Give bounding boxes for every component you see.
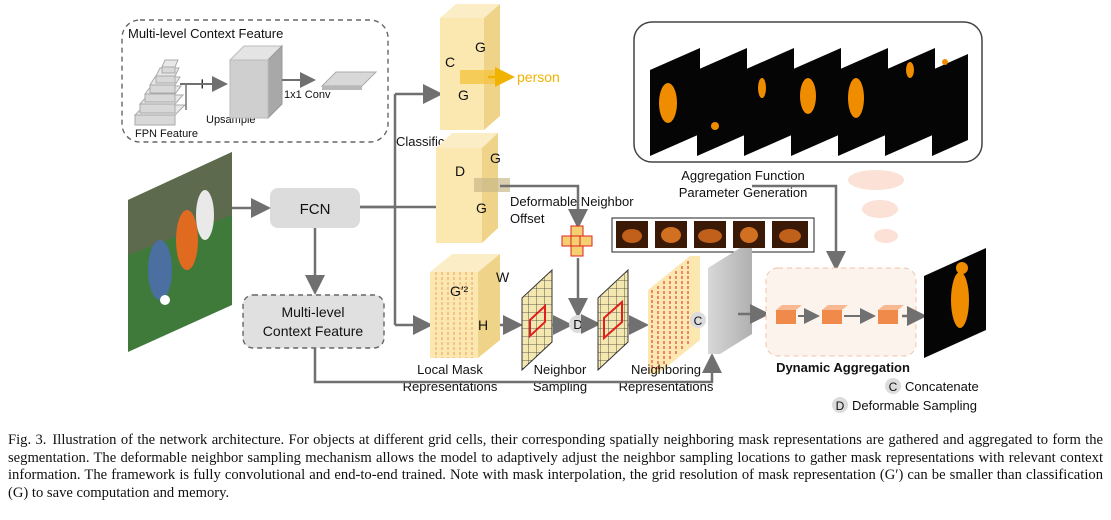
- dynamic-aggregation-label: Dynamic Aggregation: [776, 360, 910, 375]
- local-mask-w-label: W: [496, 269, 510, 285]
- local-mask-g2-label: G′²: [450, 283, 469, 299]
- deformable-kernel-icon: [561, 225, 593, 257]
- upsampled-feature-cube: [228, 44, 284, 120]
- aggregation-label-line1: Aggregation Function: [681, 168, 805, 183]
- aggregation-param-panel: Aggregation Function Parameter Generatio…: [633, 21, 983, 200]
- fpn-pyramid-icon: [133, 59, 187, 126]
- offset-g-top-label: G: [490, 150, 501, 166]
- local-mask-cube: G′² W H: [430, 254, 510, 358]
- fpn-label: FPN Feature: [135, 128, 198, 140]
- architecture-diagram: Multi-level Context Feature + Upsample F…: [121, 4, 986, 413]
- deformable-offset-label-line2: Offset: [510, 211, 545, 226]
- sampled-grid: [597, 268, 629, 372]
- context-feature-inset: Multi-level Context Feature + Upsample F…: [121, 19, 389, 143]
- context-feature-node: Multi-level Context Feature: [242, 294, 385, 349]
- offset-g-side-label: G: [476, 200, 487, 216]
- person-label: person: [517, 69, 560, 85]
- neighboring-repr-label-line1: Neighboring: [631, 362, 701, 377]
- fcn-block: FCN: [270, 188, 360, 228]
- concat-feature-slab: [708, 248, 752, 354]
- op-d-label: D: [573, 317, 582, 332]
- classification-cube: C G G: [440, 4, 500, 130]
- context-node-label-line1: Multi-level: [281, 304, 344, 320]
- legend: C Concatenate D Deformable Sampling: [832, 378, 979, 413]
- conv-label: 1x1 Conv: [284, 89, 331, 101]
- neighboring-repr-stack: C: [648, 256, 706, 374]
- conv-output-plane: [320, 71, 378, 90]
- context-box-title: Multi-level Context Feature: [128, 26, 283, 41]
- legend-concatenate: Concatenate: [905, 379, 979, 394]
- cls-g-top-label: G: [475, 39, 486, 55]
- context-node-label-line2: Context Feature: [263, 323, 364, 339]
- dynamic-aggregation-box: [765, 267, 917, 357]
- legend-c-symbol: C: [889, 380, 898, 394]
- input-image: [128, 152, 232, 352]
- caption-label: Fig. 3.: [8, 432, 47, 448]
- cls-c-label: C: [445, 54, 455, 70]
- output-mask: [924, 248, 986, 358]
- neighbor-sampling-grid: [521, 268, 553, 372]
- offset-cube: D G G: [436, 133, 510, 243]
- local-mask-label-line1: Local Mask: [417, 362, 483, 377]
- sampled-heatmap-strip: [611, 217, 815, 253]
- local-mask-h-label: H: [478, 317, 488, 333]
- legend-d-symbol: D: [836, 399, 845, 413]
- figure-caption: Fig. 3. Illustration of the network archi…: [8, 432, 1103, 502]
- deformable-op-node: D: [569, 315, 587, 333]
- offset-d-label: D: [455, 163, 465, 179]
- cls-g-side-label: G: [458, 87, 469, 103]
- op-c-label: C: [694, 314, 703, 328]
- deformable-offset-label-line1: Deformable Neighbor: [510, 194, 634, 209]
- neighbor-sampling-label-line1: Neighbor: [534, 362, 587, 377]
- aggregation-label-line2: Parameter Generation: [679, 185, 808, 200]
- legend-deformable: Deformable Sampling: [852, 398, 977, 413]
- fcn-label: FCN: [300, 201, 331, 218]
- caption-text: Illustration of the network architecture…: [8, 432, 1103, 501]
